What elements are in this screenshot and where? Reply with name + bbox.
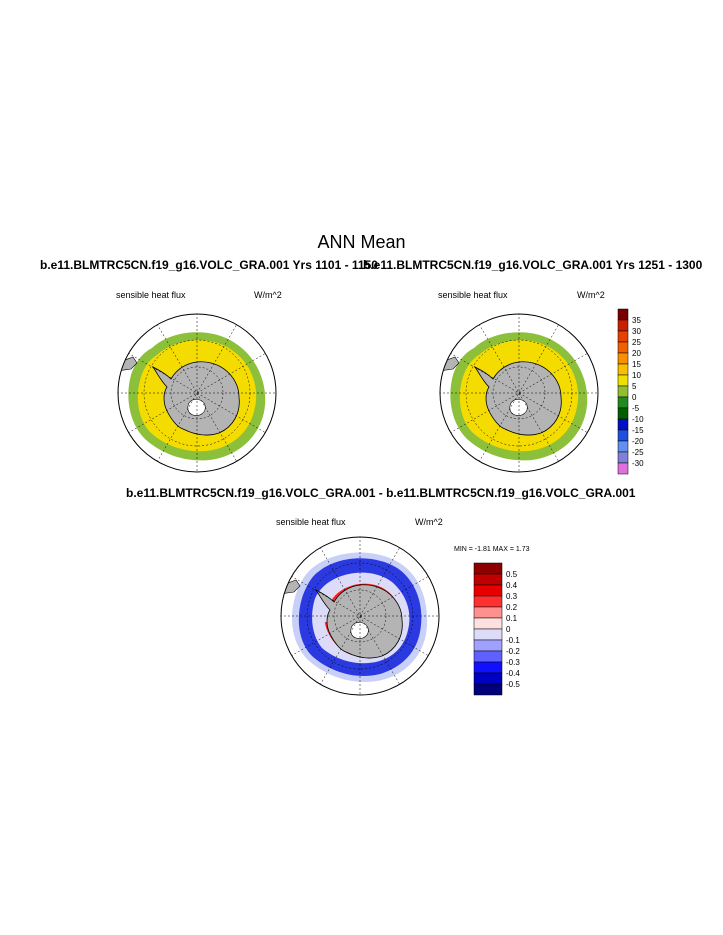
colorbar-abs-box-2 — [617, 330, 629, 343]
colorbar-abs-label-0: 35 — [632, 316, 641, 325]
panel-right-title: b.e11.BLMTRC5CN.f19_g16.VOLC_GRA.001 Yrs… — [363, 258, 703, 272]
colorbar-abs-label-8: -5 — [632, 404, 640, 413]
colorbar-diff-label-6: -0.1 — [506, 636, 520, 645]
colorbar-abs-label-13: -30 — [632, 459, 644, 468]
colorbar-diff-box-6 — [473, 628, 503, 641]
colorbar-diff-box-7 — [473, 639, 503, 652]
colorbar-diff-box-3 — [473, 595, 503, 608]
colorbar-abs-label-11: -20 — [632, 437, 644, 446]
colorbar-diff-box-9 — [473, 661, 503, 674]
colorbar-abs-box-7 — [617, 385, 629, 398]
panel-left-variable: sensible heat flux — [116, 290, 186, 300]
colorbar-abs-label-5: 10 — [632, 371, 641, 380]
colorbar-diff-label-8: -0.3 — [506, 658, 520, 667]
colorbar-diff: 0.5 0.4 0.3 0.2 0.1 0 -0.1 -0.2 -0.3 -0.4 -0.5 — [473, 562, 520, 696]
colorbar-abs-label-12: -25 — [632, 448, 644, 457]
colorbar-abs-label-7: 0 — [632, 393, 637, 402]
colorbar-abs-box-3 — [617, 341, 629, 354]
diff-variable: sensible heat flux — [276, 517, 346, 527]
diff-title: b.e11.BLMTRC5CN.f19_g16.VOLC_GRA.001 - b… — [126, 486, 636, 500]
colorbar-abs-label-3: 20 — [632, 349, 641, 358]
colorbar-diff-box-11 — [473, 683, 503, 696]
colorbar-abs-label-9: -10 — [632, 415, 644, 424]
colorbar-abs-box-14 — [617, 462, 629, 475]
colorbar-diff-label-7: -0.2 — [506, 647, 520, 656]
panel-right-variable: sensible heat flux — [438, 290, 508, 300]
colorbar-abs-box-6 — [617, 374, 629, 387]
colorbar-abs-label-2: 25 — [632, 338, 641, 347]
colorbar-diff-label-0: 0.5 — [506, 570, 518, 579]
colorbar-abs-box-12 — [617, 440, 629, 453]
colorbar-diff-label-2: 0.3 — [506, 592, 518, 601]
ice-shelf — [187, 399, 206, 416]
panel-left-title: b.e11.BLMTRC5CN.f19_g16.VOLC_GRA.001 Yrs… — [40, 258, 378, 272]
colorbar-abs: 35 30 25 20 15 10 5 0 -5 -10 -15 -20 -25 -30 — [617, 308, 644, 475]
colorbar-diff-box-2 — [473, 584, 503, 597]
colorbar-abs-box-8 — [617, 396, 629, 409]
diff-units: W/m^2 — [415, 517, 443, 527]
colorbar-abs-box-5 — [617, 363, 629, 376]
panel-left-units: W/m^2 — [254, 290, 282, 300]
colorbar-diff-label-9: -0.4 — [506, 669, 520, 678]
colorbar-diff-label-4: 0.1 — [506, 614, 518, 623]
colorbar-abs-box-4 — [617, 352, 629, 365]
colorbar-abs-box-9 — [617, 407, 629, 420]
map-left — [117, 313, 277, 473]
colorbar-diff-box-5 — [473, 617, 503, 630]
colorbar-abs-label-1: 30 — [632, 327, 641, 336]
colorbar-diff-label-1: 0.4 — [506, 581, 518, 590]
colorbar-abs-label-6: 5 — [632, 382, 637, 391]
colorbar-abs-box-10 — [617, 418, 629, 431]
colorbar-diff-label-5: 0 — [506, 625, 511, 634]
colorbar-abs-label-4: 15 — [632, 360, 641, 369]
colorbar-diff-box-4 — [473, 606, 503, 619]
colorbar-abs-box-11 — [617, 429, 629, 442]
diff-min-max: MIN = -1.81 MAX = 1.73 — [454, 546, 530, 553]
colorbar-abs-label-10: -15 — [632, 426, 644, 435]
main-title: ANN Mean — [317, 232, 406, 252]
colorbar-abs-box-1 — [617, 319, 629, 332]
colorbar-diff-label-10: -0.5 — [506, 680, 520, 689]
colorbar-diff-box-0 — [473, 562, 503, 575]
map-right — [439, 313, 599, 473]
colorbar-abs-box-13 — [617, 451, 629, 464]
colorbar-diff-box-1 — [473, 573, 503, 586]
colorbar-diff-box-8 — [473, 650, 503, 663]
colorbar-abs-box-0 — [617, 308, 629, 321]
map-diff — [280, 536, 440, 696]
colorbar-diff-box-10 — [473, 672, 503, 685]
colorbar-diff-label-3: 0.2 — [506, 603, 518, 612]
panel-right-units: W/m^2 — [577, 290, 605, 300]
ice-shelf — [350, 622, 369, 639]
ice-shelf — [509, 399, 528, 416]
